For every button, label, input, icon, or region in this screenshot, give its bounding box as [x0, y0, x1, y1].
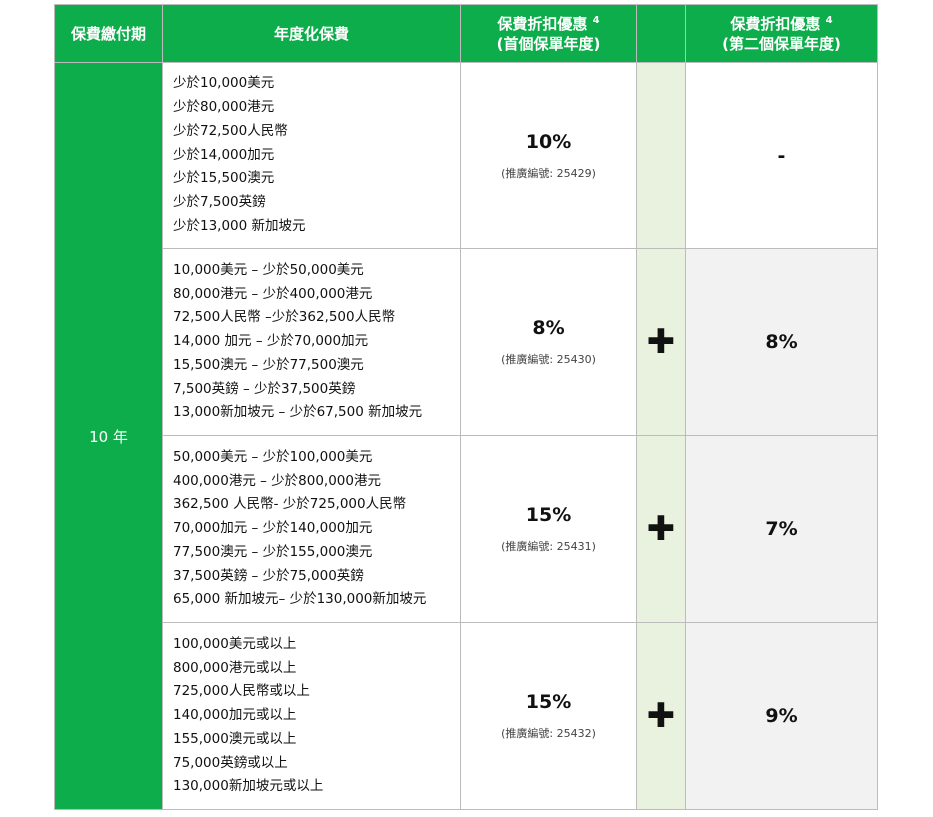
first-year-discount-cell: 8% (推廣編號: 25430) — [460, 248, 637, 436]
discount-table-wrapper: 保費繳付期 年度化保費 保費折扣優惠 4 (首個保單年度) 保費折扣優惠 4 (… — [54, 4, 878, 810]
second-year-discount-cell: 7% — [685, 435, 878, 623]
second-year-discount-cell: - — [685, 62, 878, 249]
header-second-year-discount: 保費折扣優惠 4 (第二個保單年度) — [685, 4, 878, 63]
table-row: 50,000美元 – 少於100,000美元 400,000港元 – 少於800,… — [55, 435, 878, 623]
table-row: 10 年 少於10,000美元 少於80,000港元 少於72,500人民幣 少於14… — [54, 62, 878, 810]
first-year-discount-value: 15% — [525, 504, 572, 526]
promo-code: (推廣編號: 25432) — [501, 727, 596, 740]
first-year-discount-cell: 15% (推廣編號: 25431) — [460, 435, 637, 623]
plus-icon: ✚ — [646, 322, 676, 362]
second-year-discount-cell: 8% — [685, 248, 878, 436]
header-first-year-discount: 保費折扣優惠 4 (首個保單年度) — [460, 4, 637, 63]
second-year-discount-value: - — [777, 144, 786, 167]
premium-range-cell: 50,000美元 – 少於100,000美元 400,000港元 – 少於800,… — [162, 435, 461, 623]
premium-range-cell: 100,000美元或以上 800,000港元或以上 725,000人民幣或以上 140… — [162, 622, 461, 810]
first-year-discount-value: 15% — [525, 691, 572, 713]
plus-cell: ✚ — [636, 622, 686, 810]
first-year-discount-value: 10% — [525, 130, 572, 153]
first-year-discount-cell: 15% (推廣編號: 25432) — [460, 622, 637, 810]
plus-cell: ✚ — [636, 435, 686, 623]
first-year-discount-value: 8% — [532, 317, 565, 339]
promo-code: (推廣編號: 25430) — [501, 353, 596, 366]
second-year-discount-value: 9% — [765, 705, 798, 727]
table-row: 100,000美元或以上 800,000港元或以上 725,000人民幣或以上 140… — [55, 622, 878, 810]
header-annualized-premium: 年度化保費 — [162, 4, 461, 63]
discount-table: 保費繳付期 年度化保費 保費折扣優惠 4 (首個保單年度) 保費折扣優惠 4 (… — [54, 4, 878, 810]
promo-code: (推廣編號: 25429) — [501, 166, 596, 180]
plus-icon: ✚ — [646, 509, 676, 549]
table-row: 10,000美元 – 少於50,000美元 80,000港元 – 少於400,00… — [55, 248, 878, 436]
first-year-discount-cell: 10% (推廣編號: 25429) — [460, 62, 637, 249]
plus-cell: ✚ — [636, 248, 686, 436]
term-cell: 10 年 — [54, 62, 163, 810]
premium-range-cell: 10,000美元 – 少於50,000美元 80,000港元 – 少於400,00… — [162, 248, 461, 436]
header-plus-column — [636, 4, 686, 63]
plus-cell — [636, 62, 686, 249]
second-year-discount-value: 8% — [765, 331, 798, 353]
table-header-row: 保費繳付期 年度化保費 保費折扣優惠 4 (首個保單年度) 保費折扣優惠 4 (… — [54, 4, 878, 63]
promo-code: (推廣編號: 25431) — [501, 540, 596, 553]
second-year-discount-cell: 9% — [685, 622, 878, 810]
header-term: 保費繳付期 — [54, 4, 163, 63]
plus-icon: ✚ — [646, 696, 676, 736]
second-year-discount-value: 7% — [765, 518, 798, 540]
premium-range-cell: 少於10,000美元 少於80,000港元 少於72,500人民幣 少於14,000加… — [162, 62, 461, 249]
